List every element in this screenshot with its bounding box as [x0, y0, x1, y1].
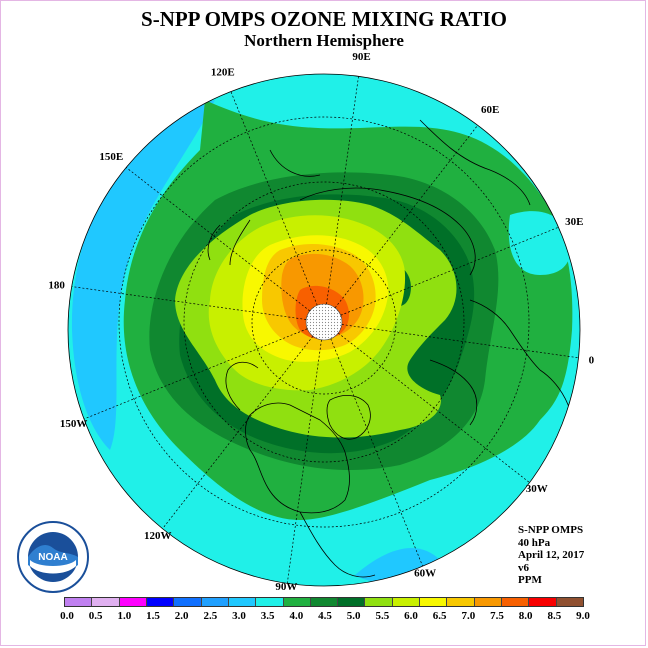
colorbar-segment — [529, 598, 557, 606]
meridian-line — [340, 222, 571, 316]
longitude-label: 60E — [481, 104, 499, 116]
colorbar-tick-label: 1.5 — [146, 610, 160, 622]
colorbar-segment — [228, 598, 257, 606]
longitude-label: 150W — [60, 418, 88, 430]
longitude-label: 120E — [211, 67, 235, 79]
ozone-field — [68, 74, 580, 586]
meridian-line — [326, 74, 362, 305]
info-instrument: S-NPP OMPS — [518, 524, 584, 536]
colorbar-segment — [174, 598, 202, 606]
colorbar-segment — [92, 598, 120, 606]
info-date: April 12, 2017 — [518, 549, 585, 561]
meridian-line — [286, 339, 322, 586]
longitude-label: 0 — [589, 355, 595, 367]
colorbar-segment — [502, 598, 530, 606]
colorbar-tick-label: 9.0 — [576, 610, 590, 622]
map-title: S-NPP OMPS OZONE MIXING RATIO — [141, 7, 507, 31]
colorbar-segment — [283, 598, 311, 606]
coastlines — [207, 119, 571, 578]
colorbar-tick-label: 4.0 — [289, 610, 304, 622]
info-level: 40 hPa — [518, 536, 551, 549]
noaa-logo: NOAA — [16, 520, 90, 594]
longitude-label: 150E — [99, 151, 123, 163]
colorbar-segment — [365, 598, 393, 606]
colorbar-segment — [474, 598, 502, 606]
colorbar-tick-label: 5.5 — [375, 610, 390, 622]
colorbar-segment — [146, 598, 175, 606]
longitude-label: 90W — [275, 581, 297, 593]
colorbar-tick-label: 8.5 — [547, 610, 562, 622]
colorbar-segment — [556, 598, 583, 606]
colorbar-segment — [420, 598, 448, 606]
meridian-line — [159, 335, 314, 532]
meridian-line — [334, 112, 489, 309]
colorbar-tick-label: 6.5 — [432, 610, 447, 622]
longitude-label: 90E — [352, 51, 370, 63]
logo-text: NOAA — [38, 552, 67, 563]
meridian-line — [114, 157, 311, 312]
longitude-label: 120W — [144, 530, 172, 542]
colorbar-tick-label: 7.5 — [490, 610, 504, 622]
colorbar-tick-label: 4.5 — [318, 610, 332, 622]
longitude-label: 30E — [565, 216, 583, 228]
info-version: v6 — [518, 561, 529, 574]
meridian-line — [337, 332, 534, 487]
colorbar-tick-label: 1.0 — [117, 610, 132, 622]
colorbar-tick-label: 8.0 — [518, 610, 533, 622]
colorbar-tick-label: 2.5 — [203, 610, 218, 622]
longitude-labels: 90E 60E 30E 0 30W 60W 90W 120W 150W 180 150E 120E — [48, 51, 594, 593]
info-block: S-NPP OMPS 40 hPa April 12, 2017 v6 PPM — [518, 524, 584, 587]
colorbar-tick-label: 3.0 — [232, 610, 246, 622]
colorbar-tick-label: 3.5 — [260, 610, 275, 622]
colorbar-segment — [447, 598, 475, 606]
map-subtitle: Northern Hemisphere — [244, 31, 404, 50]
longitude-label: 180 — [48, 279, 65, 291]
colorbar-tick-label: 7.0 — [461, 610, 476, 622]
colorbar-segment — [338, 598, 366, 606]
meridian-line — [341, 324, 580, 360]
colorbar-tick-label: 0.5 — [88, 610, 103, 622]
colorbar-tick-label: 0.0 — [60, 610, 74, 622]
meridian-line — [330, 338, 424, 569]
info-units: PPM — [518, 574, 542, 586]
colorbar-tick-label: 6.0 — [404, 610, 418, 622]
meridian-line — [224, 75, 318, 306]
colorbar — [64, 597, 584, 607]
colorbar-segment — [201, 598, 229, 606]
meridian-line — [68, 284, 307, 320]
longitude-label: 60W — [414, 567, 436, 579]
colorbar-tick-label: 5.0 — [346, 610, 361, 622]
colorbar-segment — [65, 598, 93, 606]
colorbar-segment — [256, 598, 284, 606]
colorbar-segment — [119, 598, 147, 606]
colorbar-ticks: 0.0 0.5 1.0 1.5 2.0 2.5 3.0 3.5 4.0 4.5 5.0 5.5 6.0 6… — [0, 610, 648, 626]
colorbar-segment — [392, 598, 421, 606]
longitude-label: 30W — [526, 483, 548, 495]
meridian-line — [77, 328, 308, 422]
colorbar-segment — [310, 598, 339, 606]
colorbar-tick-label: 2.0 — [174, 610, 189, 622]
